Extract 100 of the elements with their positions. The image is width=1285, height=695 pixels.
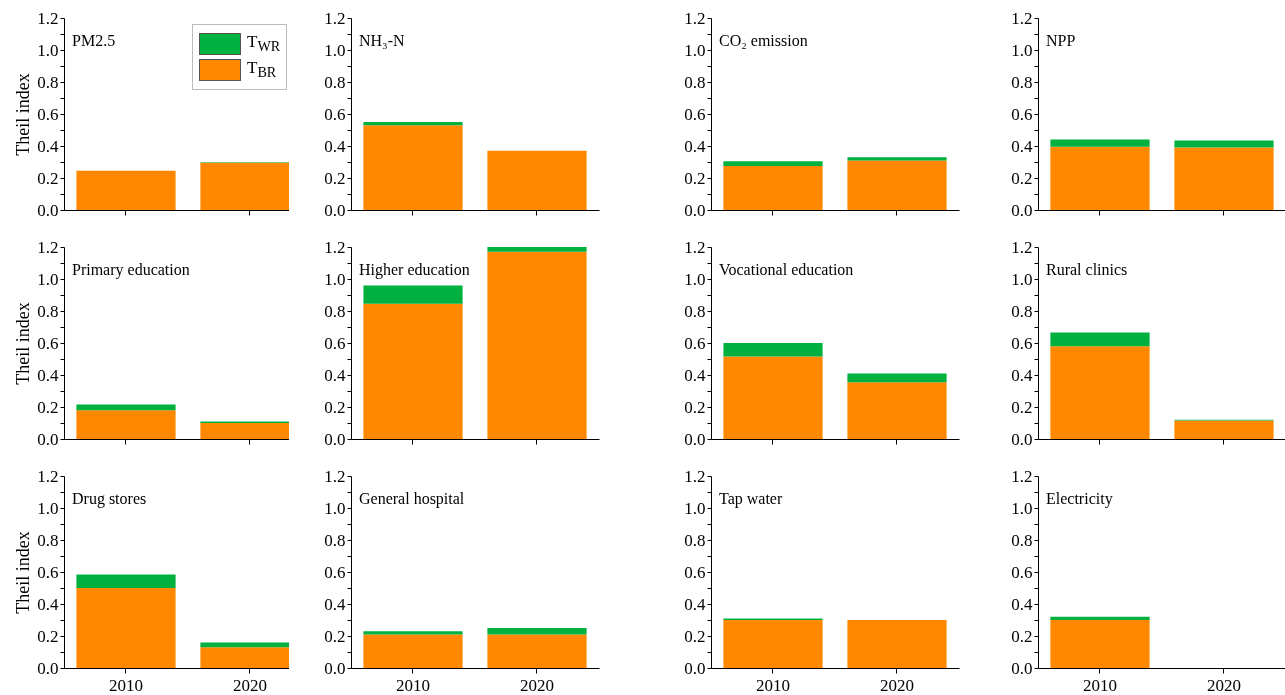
- y-tick-label: 0.4: [684, 136, 706, 156]
- bar: [487, 634, 587, 668]
- x-tick-label: 2020: [880, 675, 914, 695]
- y-tick-label: 0.4: [324, 136, 346, 156]
- y-tick-label: 0.2: [37, 397, 59, 417]
- y-tick-label: 1.2: [324, 8, 346, 28]
- y-tick-label: 0.6: [1011, 562, 1033, 582]
- y-tick-label: 0.4: [324, 594, 346, 614]
- text: Electricity: [1046, 490, 1113, 508]
- text: Higher education: [359, 261, 470, 279]
- y-tick-label: 0.4: [684, 594, 706, 614]
- y-tick-label: 0.4: [37, 365, 59, 385]
- y-tick-label: 0.8: [37, 301, 59, 321]
- y-tick-label: 0.2: [324, 397, 346, 417]
- bar: [723, 356, 823, 439]
- y-tick-label: 0.2: [1011, 626, 1033, 646]
- y-tick-label: 1.0: [37, 498, 59, 518]
- legend-label: T$_{BR}$: [247, 58, 277, 82]
- y-tick-label: 0.8: [684, 72, 706, 92]
- bar: [1050, 332, 1150, 347]
- text: NPP: [1046, 32, 1076, 49]
- y-tick-label: 0.4: [1011, 136, 1033, 156]
- y-tick-label: 0.4: [1011, 594, 1033, 614]
- bar: [76, 404, 176, 411]
- bar: [1174, 147, 1274, 210]
- bar: [487, 150, 587, 210]
- y-tick-label: 1.0: [1011, 498, 1033, 518]
- y-tick-label: 0.8: [324, 301, 346, 321]
- y-tick-label: 0.0: [684, 200, 706, 220]
- y-tick-label: 1.2: [324, 237, 346, 257]
- y-tick-label: 0.6: [324, 333, 346, 353]
- y-tick-label: 1.2: [37, 237, 59, 257]
- bar: [487, 628, 587, 635]
- y-tick-label: 0.6: [324, 104, 346, 124]
- bar: [76, 574, 176, 588]
- y-tick-label: 0.6: [684, 333, 706, 353]
- bar: [847, 382, 947, 439]
- y-tick-label: 0.0: [37, 658, 59, 678]
- y-tick-label: 0.6: [37, 562, 59, 582]
- y-tick-label: 0.0: [1011, 429, 1033, 449]
- y-tick-label: 0.6: [1011, 104, 1033, 124]
- y-axis-title: Theil index: [13, 302, 34, 385]
- bar: [723, 166, 823, 210]
- y-tick-label: 0.0: [37, 200, 59, 220]
- bar: [847, 157, 947, 161]
- y-tick-label: 1.0: [684, 498, 706, 518]
- y-tick-label: 1.0: [1011, 40, 1033, 60]
- y-tick-label: 0.4: [1011, 365, 1033, 385]
- y-tick-label: 0.0: [1011, 200, 1033, 220]
- y-axis-title: Theil index: [13, 73, 34, 156]
- y-tick-label: 0.8: [324, 72, 346, 92]
- y-tick-label: 0.0: [684, 429, 706, 449]
- y-tick-label: 1.2: [684, 237, 706, 257]
- text: CO₂ emission: [719, 32, 808, 49]
- y-tick-label: 0.2: [324, 626, 346, 646]
- y-tick-label: 1.0: [37, 40, 59, 60]
- y-tick-label: 0.2: [1011, 397, 1033, 417]
- bar: [723, 343, 823, 357]
- y-tick-label: 0.2: [684, 397, 706, 417]
- x-tick-label: 2010: [756, 675, 790, 695]
- bar: [363, 125, 463, 210]
- bar: [723, 161, 823, 166]
- y-tick-label: 0.8: [324, 530, 346, 550]
- y-tick-label: 1.0: [1011, 269, 1033, 289]
- y-tick-label: 1.0: [684, 269, 706, 289]
- y-tick-label: 0.6: [684, 104, 706, 124]
- bar: [363, 631, 463, 635]
- x-tick-label: 2010: [396, 675, 430, 695]
- y-axis-title: Theil index: [13, 531, 34, 614]
- y-tick-label: 0.6: [37, 333, 59, 353]
- y-tick-label: 0.8: [37, 72, 59, 92]
- y-tick-label: 1.0: [324, 269, 346, 289]
- text: Vocational education: [719, 261, 854, 278]
- y-tick-label: 0.0: [324, 658, 346, 678]
- y-tick-label: 0.2: [324, 168, 346, 188]
- bar: [76, 410, 176, 439]
- text: Tap water: [719, 490, 783, 508]
- x-tick-label: 2020: [1207, 675, 1241, 695]
- y-tick-label: 0.8: [684, 301, 706, 321]
- text: Primary education: [72, 261, 190, 279]
- y-tick-label: 0.8: [1011, 301, 1033, 321]
- y-tick-label: 0.6: [324, 562, 346, 582]
- y-tick-label: 1.0: [324, 498, 346, 518]
- bar: [363, 122, 463, 126]
- y-tick-label: 1.0: [684, 40, 706, 60]
- x-tick-label: 2020: [520, 675, 554, 695]
- y-tick-label: 0.6: [37, 104, 59, 124]
- y-tick-label: 0.6: [684, 562, 706, 582]
- y-tick-label: 0.0: [1011, 658, 1033, 678]
- y-tick-label: 0.8: [684, 530, 706, 550]
- y-tick-label: 0.8: [1011, 72, 1033, 92]
- y-tick-label: 1.0: [37, 269, 59, 289]
- y-tick-label: 0.8: [37, 530, 59, 550]
- bar: [1050, 346, 1150, 439]
- y-tick-label: 1.2: [684, 8, 706, 28]
- y-tick-label: 0.6: [1011, 333, 1033, 353]
- legend-label: T$_{WR}$: [247, 32, 281, 56]
- bar: [847, 160, 947, 210]
- bar: [1174, 420, 1274, 439]
- y-tick-label: 0.0: [37, 429, 59, 449]
